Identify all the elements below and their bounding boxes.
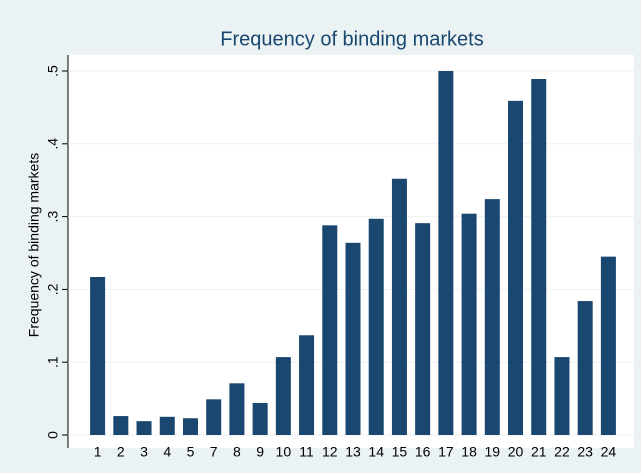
x-tick-label: 22 (554, 444, 570, 460)
bar (508, 100, 524, 436)
bar (438, 71, 454, 435)
bar (182, 418, 198, 435)
x-tick-label: 24 (601, 444, 617, 460)
y-tick-label: .5 (45, 65, 61, 77)
bar (252, 402, 268, 435)
bar (136, 421, 152, 435)
chart-title: Frequency of binding markets (220, 28, 483, 50)
y-tick-label: .2 (45, 283, 61, 295)
y-axis-title: Frequency of binding markets (26, 153, 42, 337)
x-tick-label: 10 (276, 444, 292, 460)
bar (113, 416, 129, 435)
x-tick-label: 20 (508, 444, 524, 460)
x-tick-label: 9 (256, 444, 264, 460)
bar (345, 242, 361, 435)
bar (90, 277, 106, 435)
bar (531, 79, 547, 436)
bar (415, 223, 431, 435)
bar (229, 383, 245, 435)
bar (554, 357, 570, 435)
x-tick-label: 1 (94, 444, 102, 460)
bar (577, 301, 593, 435)
x-tick-label: 15 (392, 444, 408, 460)
bar (322, 225, 338, 435)
bar (391, 178, 407, 435)
bar (484, 199, 500, 435)
x-tick-label: 18 (461, 444, 477, 460)
bar (159, 416, 175, 435)
x-tick-label: 16 (415, 444, 431, 460)
x-tick-label: 11 (299, 444, 314, 460)
x-tick-label: 23 (577, 444, 593, 460)
bar (299, 335, 315, 435)
y-tick-label: .3 (45, 211, 61, 223)
x-tick-label: 13 (345, 444, 361, 460)
x-tick-label: 3 (140, 444, 148, 460)
bar (368, 218, 384, 435)
y-tick-label: .4 (45, 138, 61, 150)
x-tick-label: 4 (163, 444, 171, 460)
bar (600, 256, 616, 435)
x-tick-label: 21 (531, 444, 547, 460)
bar (275, 357, 291, 435)
y-tick-label: .1 (45, 356, 61, 368)
x-tick-label: 17 (438, 444, 454, 460)
bar (461, 213, 477, 435)
x-tick-label: 19 (485, 444, 501, 460)
x-tick-label: 12 (322, 444, 338, 460)
x-tick-label: 5 (187, 444, 195, 460)
x-tick-label: 7 (210, 444, 218, 460)
x-tick-label: 14 (368, 444, 384, 460)
y-tick-label: 0 (45, 431, 61, 439)
x-tick-label: 2 (117, 444, 125, 460)
x-tick-label: 8 (233, 444, 241, 460)
bar (206, 399, 222, 435)
